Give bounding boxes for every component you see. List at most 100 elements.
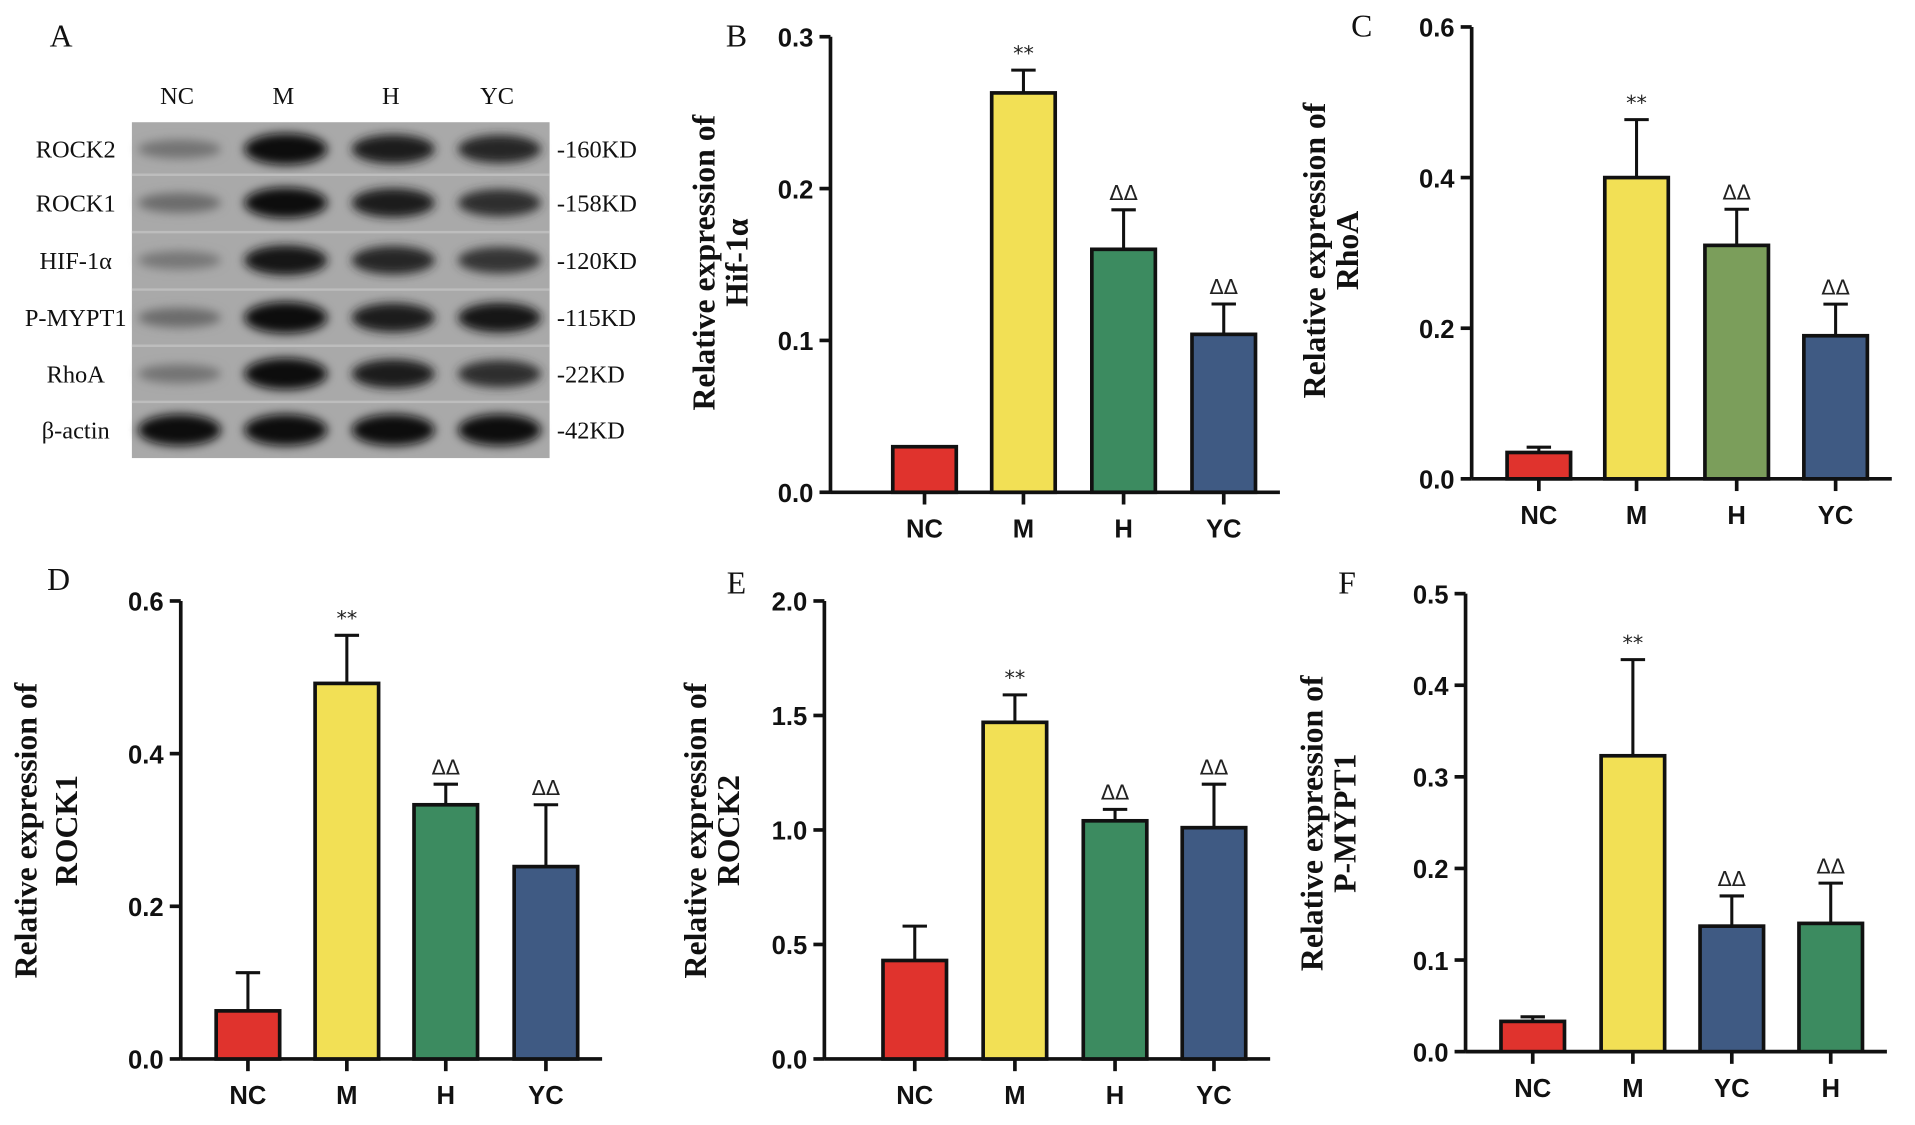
bar-yc <box>1190 332 1258 495</box>
y-tick-label: 0.4 <box>1419 165 1455 193</box>
molecular-weight-label: -115KD <box>557 305 636 332</box>
significance-marker: ΔΔ <box>1817 854 1846 878</box>
y-tick-label: 0.0 <box>778 480 814 508</box>
y-tick-label: 0.1 <box>778 328 814 356</box>
protein-band <box>351 134 435 164</box>
panel-label-a: A <box>50 19 73 54</box>
protein-label: RhoA <box>47 361 106 388</box>
y-tick-label: 0.6 <box>128 589 164 617</box>
protein-band <box>457 246 542 274</box>
y-tick-label: 0.0 <box>772 1047 808 1075</box>
bar-nc <box>890 444 959 495</box>
significance-marker: ΔΔ <box>1821 275 1850 299</box>
protein-label: HIF-1α <box>39 248 112 275</box>
panel-label-f: F <box>1338 566 1356 601</box>
protein-band <box>138 192 222 213</box>
y-axis-label: Relative expression of <box>1295 675 1330 971</box>
molecular-weight-label: -158KD <box>557 190 637 217</box>
bar-nc <box>1499 1019 1567 1054</box>
significance-marker: ** <box>336 607 357 631</box>
lane-label: H <box>382 83 400 110</box>
y-tick-label: 0.3 <box>1413 765 1449 793</box>
x-tick-label: YC <box>1196 1082 1232 1110</box>
significance-marker: ** <box>1626 91 1647 115</box>
bar-nc <box>214 1009 282 1061</box>
significance-marker: ΔΔ <box>1718 867 1747 891</box>
lane-label: YC <box>480 83 514 110</box>
protein-band <box>138 414 222 446</box>
y-tick-label: 0.2 <box>778 176 814 204</box>
protein-band <box>351 188 435 218</box>
bar-yc <box>1698 924 1766 1054</box>
x-tick-label: NC <box>896 1082 933 1110</box>
bar-h <box>1703 243 1771 481</box>
protein-band <box>138 364 222 384</box>
bar-m <box>1602 175 1671 481</box>
y-axis-label: ROCK1 <box>49 775 84 886</box>
protein-band <box>244 133 328 165</box>
y-tick-label: 0.3 <box>778 25 814 53</box>
bar-yc <box>512 864 580 1061</box>
protein-band <box>244 357 328 390</box>
panel-label-e: E <box>727 566 746 601</box>
significance-marker: ΔΔ <box>1101 781 1130 805</box>
protein-band <box>457 189 542 217</box>
significance-marker: ΔΔ <box>1722 180 1751 204</box>
significance-marker: ΔΔ <box>432 755 461 779</box>
y-tick-label: 0.2 <box>1419 316 1455 344</box>
y-tick-label: 1.5 <box>772 703 808 731</box>
x-tick-label: H <box>1106 1082 1125 1110</box>
x-tick-label: YC <box>1714 1075 1750 1103</box>
protein-label: ROCK1 <box>36 190 116 217</box>
x-tick-label: YC <box>1818 502 1854 530</box>
bar-m <box>313 681 381 1061</box>
panel-label-c: C <box>1351 9 1372 44</box>
y-tick-label: 0.5 <box>772 932 808 960</box>
y-tick-label: 0.0 <box>1413 1039 1449 1067</box>
protein-band <box>457 302 542 333</box>
x-tick-label: H <box>437 1082 456 1110</box>
protein-band <box>351 414 435 446</box>
x-tick-label: NC <box>1520 502 1557 530</box>
bar-h <box>1797 921 1865 1054</box>
significance-marker: ΔΔ <box>1210 275 1239 299</box>
bar-nc <box>1505 450 1573 481</box>
protein-label: P-MYPT1 <box>25 305 127 332</box>
x-tick-label: H <box>1114 515 1133 543</box>
protein-band <box>138 139 222 159</box>
x-tick-label: H <box>1727 502 1746 530</box>
bar-m <box>989 91 1058 495</box>
y-tick-label: 2.0 <box>772 589 808 617</box>
x-tick-label: YC <box>528 1082 564 1110</box>
y-tick-label: 0.5 <box>1413 581 1449 609</box>
panel-letters: A B C D E F <box>47 9 1372 601</box>
bar-h <box>412 802 480 1061</box>
bar-h <box>1090 247 1158 495</box>
molecular-weight-label: -120KD <box>557 248 637 275</box>
y-tick-label: 1.0 <box>772 818 808 846</box>
bar-m <box>981 720 1049 1061</box>
y-axis-label: ROCK2 <box>711 775 746 886</box>
charts: Relative expression ofHif-1α0.00.10.20.3… <box>9 15 1892 1110</box>
protein-band <box>244 245 328 276</box>
x-tick-label: M <box>1626 502 1647 530</box>
chart-d: Relative expression of ROCK1 0.0 0.2 0.4 0.6 N… <box>9 589 603 1110</box>
chart-f: Relative expression ofP-MYPT1 0.0 0.1 0.2 0.… <box>1295 581 1887 1103</box>
protein-band <box>351 303 435 333</box>
protein-band <box>457 414 542 446</box>
x-tick-label: M <box>336 1082 357 1110</box>
protein-band <box>138 251 222 270</box>
protein-band <box>244 187 328 219</box>
y-tick-label: 0.4 <box>128 741 164 769</box>
protein-band <box>351 246 435 275</box>
y-axis-label: P-MYPT1 <box>1328 754 1363 893</box>
y-axis-label: Relative expression of <box>9 682 44 978</box>
bar-h <box>1081 818 1149 1061</box>
x-tick-label: NC <box>229 1082 266 1110</box>
panel-label-d: D <box>47 562 70 597</box>
y-axis-label: Relative expression of <box>678 682 713 978</box>
bar-yc <box>1802 333 1870 481</box>
